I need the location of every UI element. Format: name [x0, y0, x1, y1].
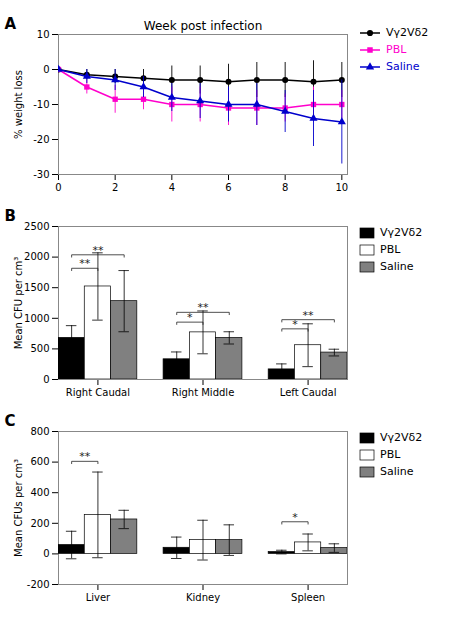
svg-text:2000: 2000	[24, 251, 49, 262]
svg-text:Spleen: Spleen	[291, 592, 325, 603]
html-text:PBL: PBL	[380, 448, 401, 461]
svg-text:A: A	[5, 15, 17, 33]
svg-text:0: 0	[43, 548, 49, 559]
svg-text:-200: -200	[27, 579, 50, 590]
svg-text:6: 6	[225, 182, 231, 193]
svg-text:600: 600	[30, 456, 49, 467]
html-text:Saline: Saline	[386, 60, 420, 73]
svg-text:0: 0	[43, 64, 49, 75]
svg-text:-10: -10	[33, 99, 49, 110]
html-text:Saline: Saline	[380, 465, 414, 478]
svg-text:-20: -20	[33, 134, 49, 145]
svg-text:Right Caudal: Right Caudal	[66, 387, 130, 398]
html-text:PBL: PBL	[386, 43, 407, 56]
svg-text:Mean CFUs per cm³: Mean CFUs per cm³	[13, 459, 24, 557]
svg-text:Right Middle: Right Middle	[172, 387, 235, 398]
svg-text:8: 8	[282, 182, 288, 193]
svg-text:2: 2	[112, 182, 118, 193]
svg-text:**: **	[92, 244, 104, 257]
svg-text:0: 0	[55, 182, 61, 193]
svg-text:**: **	[198, 301, 210, 314]
svg-text:4: 4	[169, 182, 175, 193]
svg-text:% weight loss: % weight loss	[13, 70, 24, 139]
svg-text:Liver: Liver	[86, 592, 111, 603]
svg-text:*: *	[292, 511, 298, 524]
html-text:Vγ2Vδ2: Vγ2Vδ2	[380, 431, 423, 444]
svg-text:B: B	[5, 207, 16, 225]
svg-text:10: 10	[37, 29, 50, 40]
html-text:Vγ2Vδ2: Vγ2Vδ2	[380, 226, 423, 239]
svg-text:10: 10	[335, 182, 348, 193]
svg-text:-30: -30	[33, 169, 49, 180]
svg-text:*: *	[187, 311, 193, 324]
svg-text:**: **	[303, 309, 315, 322]
svg-text:800: 800	[30, 426, 49, 437]
svg-text:**: **	[79, 450, 91, 463]
svg-text:400: 400	[30, 487, 49, 498]
svg-text:Week post infection: Week post infection	[144, 19, 263, 33]
svg-text:**: **	[79, 257, 91, 270]
svg-text:200: 200	[30, 518, 49, 529]
html-text:PBL: PBL	[380, 243, 401, 256]
html-text:Saline: Saline	[380, 260, 414, 273]
svg-text:1000: 1000	[24, 313, 49, 324]
svg-text:Left Caudal: Left Caudal	[280, 387, 337, 398]
svg-text:Kidney: Kidney	[186, 592, 220, 603]
svg-text:1500: 1500	[24, 282, 49, 293]
svg-text:0: 0	[43, 374, 49, 385]
svg-text:500: 500	[30, 343, 49, 354]
svg-text:C: C	[5, 412, 16, 430]
html-text:Vγ2Vδ2: Vγ2Vδ2	[386, 26, 429, 39]
svg-text:2500: 2500	[24, 221, 49, 232]
svg-text:Mean CFU per cm³: Mean CFU per cm³	[13, 257, 24, 350]
